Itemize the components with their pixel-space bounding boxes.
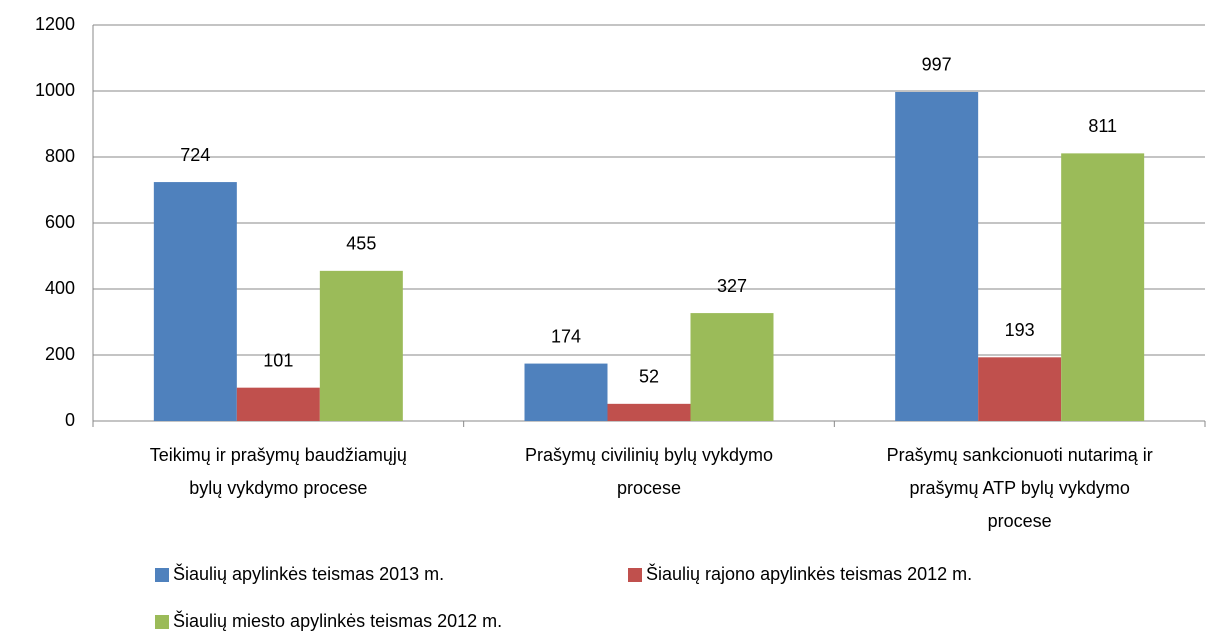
x-tick-label: Teikimų ir prašymų baudžiamųjų bylų vykdy… (150, 445, 407, 498)
y-tick-label: 800 (45, 146, 75, 166)
legend-swatch (155, 615, 169, 629)
legend-label: Šiaulių rajono apylinkės teismas 2012 m. (646, 563, 972, 584)
data-label: 327 (717, 276, 747, 296)
legend-swatch (628, 568, 642, 582)
bar (895, 91, 979, 422)
bar (153, 182, 237, 421)
y-tick-label: 600 (45, 212, 75, 232)
bar (236, 387, 320, 421)
y-tick-label: 0 (65, 410, 75, 430)
bar (978, 357, 1062, 421)
y-tick-label: 200 (45, 344, 75, 364)
data-label: 52 (639, 367, 659, 387)
data-label: 174 (551, 326, 581, 346)
bar (1061, 153, 1145, 421)
bar (690, 313, 774, 421)
legend-label: Šiaulių miesto apylinkės teismas 2012 m. (173, 610, 502, 631)
data-label: 811 (1088, 116, 1117, 136)
data-label: 997 (922, 55, 952, 75)
data-label: 455 (346, 234, 376, 254)
legend-label: Šiaulių apylinkės teismas 2013 m. (173, 563, 444, 584)
y-tick-label: 400 (45, 278, 75, 298)
x-tick-label: Prašymų sankcionuoti nutarimą ir prašymų … (887, 445, 1153, 531)
bar (524, 363, 608, 421)
y-tick-label: 1000 (35, 80, 75, 100)
bar (319, 270, 403, 421)
bar (607, 403, 691, 421)
data-label: 193 (1005, 320, 1035, 340)
data-label: 101 (263, 350, 293, 370)
legend-swatch (155, 568, 169, 582)
x-tick-label: Prašymų civilinių bylų vykdymo procese (525, 445, 773, 498)
data-label: 724 (180, 145, 210, 165)
y-tick-label: 1200 (35, 14, 75, 34)
